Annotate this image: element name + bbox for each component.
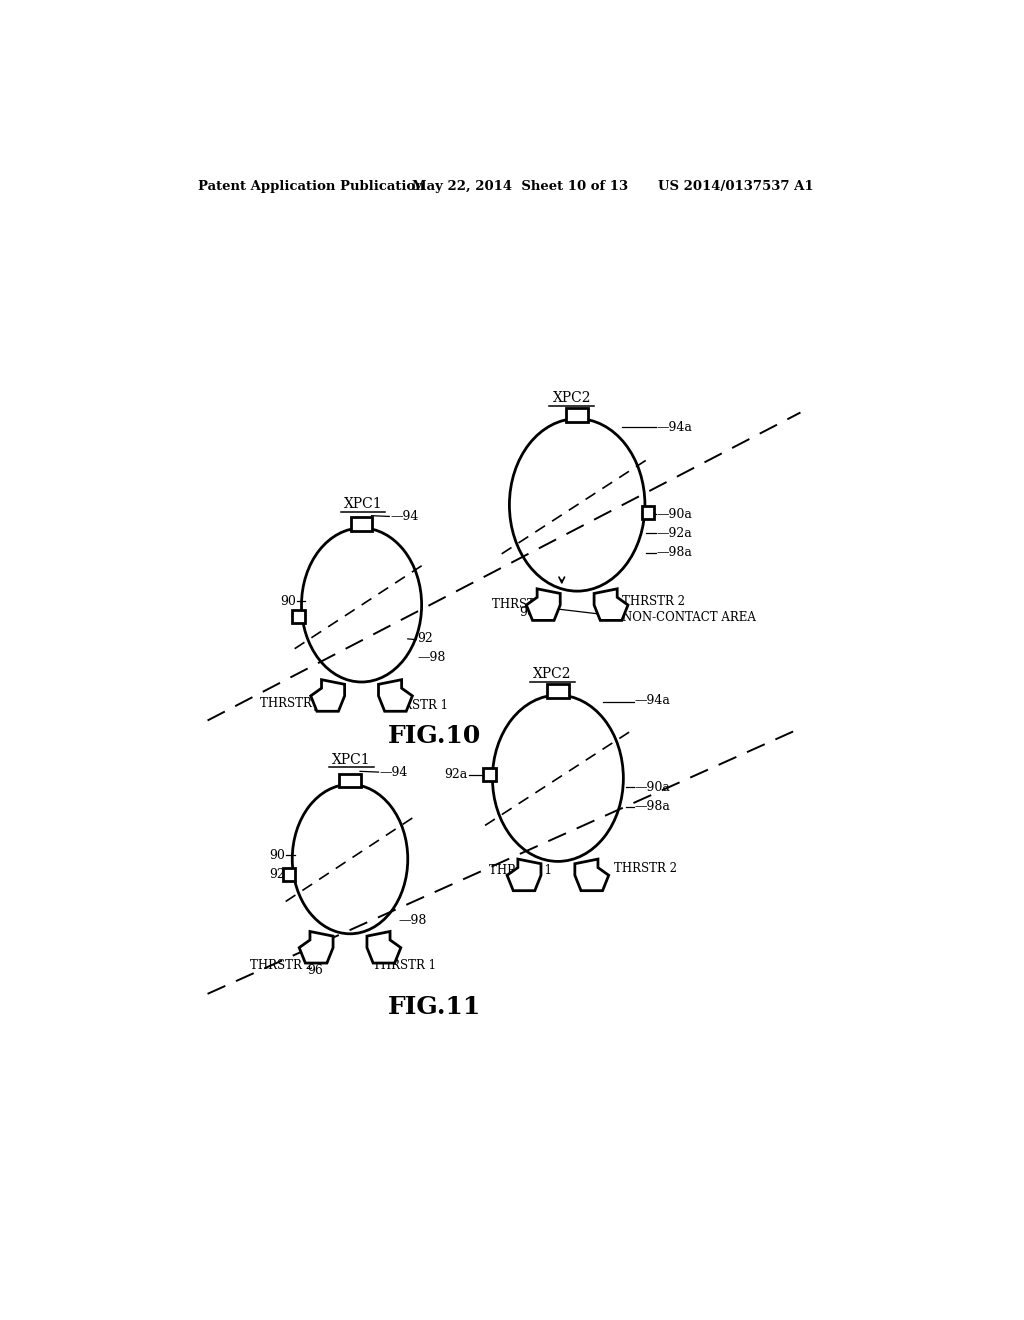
Text: —98: —98 bbox=[398, 915, 427, 927]
Text: XPC2: XPC2 bbox=[553, 391, 591, 405]
Text: —90a: —90a bbox=[656, 508, 692, 520]
Text: 96: 96 bbox=[307, 964, 324, 977]
Text: 92: 92 bbox=[269, 869, 286, 880]
Text: 96a: 96a bbox=[508, 874, 531, 887]
Polygon shape bbox=[379, 680, 413, 711]
Text: 90: 90 bbox=[281, 594, 296, 607]
Text: XPC2: XPC2 bbox=[534, 667, 571, 681]
Text: XPC1: XPC1 bbox=[332, 752, 371, 767]
Bar bbox=[283, 869, 295, 880]
Text: Patent Application Publication: Patent Application Publication bbox=[199, 180, 425, 193]
Bar bbox=[339, 774, 360, 788]
Bar bbox=[351, 517, 373, 531]
Polygon shape bbox=[299, 932, 333, 964]
Text: 90: 90 bbox=[269, 849, 286, 862]
Text: FIG.11: FIG.11 bbox=[388, 995, 481, 1019]
Text: US 2014/0137537 A1: US 2014/0137537 A1 bbox=[658, 180, 814, 193]
Text: 92a: 92a bbox=[444, 768, 468, 781]
Polygon shape bbox=[507, 859, 541, 891]
Text: May 22, 2014  Sheet 10 of 13: May 22, 2014 Sheet 10 of 13 bbox=[412, 180, 628, 193]
Text: —98: —98 bbox=[417, 651, 445, 664]
Text: 96a: 96a bbox=[519, 606, 543, 619]
Text: THRSTR 1: THRSTR 1 bbox=[493, 598, 555, 611]
Polygon shape bbox=[594, 589, 628, 620]
Bar bbox=[483, 768, 496, 780]
Bar bbox=[566, 408, 588, 422]
Text: —90a: —90a bbox=[635, 781, 671, 795]
Text: XPC1: XPC1 bbox=[344, 498, 382, 511]
Text: THRSTR 2: THRSTR 2 bbox=[614, 862, 677, 875]
Polygon shape bbox=[310, 680, 345, 711]
Polygon shape bbox=[526, 589, 560, 620]
Polygon shape bbox=[367, 932, 400, 964]
Polygon shape bbox=[574, 859, 608, 891]
Text: THRSTR 2: THRSTR 2 bbox=[260, 697, 323, 710]
Text: 96: 96 bbox=[312, 701, 328, 714]
Text: THRSTR 2: THRSTR 2 bbox=[622, 595, 685, 609]
Text: NON-CONTACT AREA: NON-CONTACT AREA bbox=[622, 611, 756, 624]
Text: THRSTR 1: THRSTR 1 bbox=[385, 698, 447, 711]
Text: THRSTR 1: THRSTR 1 bbox=[488, 865, 552, 878]
Bar bbox=[642, 507, 654, 519]
Text: —92a: —92a bbox=[656, 527, 692, 540]
Text: THRSTR 2: THRSTR 2 bbox=[250, 958, 313, 972]
Bar bbox=[547, 684, 568, 698]
Text: FIG.10: FIG.10 bbox=[388, 723, 481, 748]
Text: —94a: —94a bbox=[656, 421, 692, 434]
Bar bbox=[292, 610, 304, 623]
Text: 92: 92 bbox=[417, 632, 433, 645]
Text: —94a: —94a bbox=[635, 694, 671, 708]
Text: THRSTR 1: THRSTR 1 bbox=[373, 958, 436, 972]
Text: —98a: —98a bbox=[635, 800, 671, 813]
Text: —94: —94 bbox=[379, 766, 408, 779]
Text: —98a: —98a bbox=[656, 546, 692, 560]
Text: —94: —94 bbox=[390, 510, 419, 523]
